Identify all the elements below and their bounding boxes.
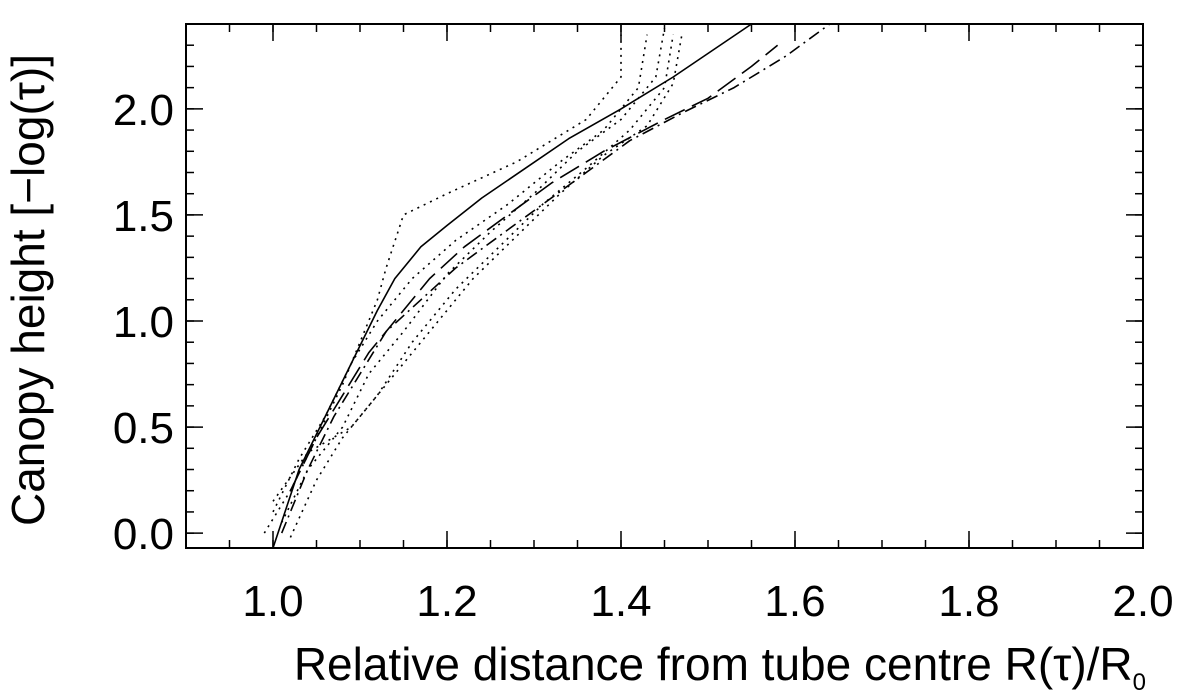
plot-frame (185, 23, 1144, 549)
x-axis-title-main: Relative distance from tube centre R(τ)/… (294, 638, 1133, 690)
series-line-7 (289, 34, 674, 538)
ticks-layer (185, 23, 1144, 548)
series-line-2 (289, 44, 779, 492)
series-line-3 (280, 23, 831, 534)
y-tick-label: 0.5 (113, 404, 174, 453)
y-tick-label: 1.5 (113, 192, 174, 241)
y-axis-title: Canopy height [−log(τ)] (2, 54, 54, 526)
x-tick-label: 1.4 (590, 577, 651, 626)
y-tick-label: 0.0 (113, 510, 174, 559)
series-layer (263, 23, 831, 549)
series-line-6 (280, 28, 666, 523)
series-line-4 (263, 34, 622, 534)
x-axis-title-subscript: 0 (1133, 669, 1146, 696)
x-axis-title: Relative distance from tube centre R(τ)/… (294, 638, 1146, 696)
y-tick-label: 2.0 (113, 86, 174, 135)
x-tick-label: 1.2 (416, 577, 477, 626)
x-tick-label: 1.8 (938, 577, 999, 626)
x-tick-label: 1.0 (242, 577, 303, 626)
series-line-5 (272, 34, 648, 513)
y-tick-label: 1.0 (113, 298, 174, 347)
labels-layer: 1.0 1.2 1.4 1.6 1.8 2.0 0.0 0.5 1.0 1.5 2.0 (113, 86, 1174, 626)
x-tick-label: 2.0 (1112, 577, 1173, 626)
x-tick-label: 1.6 (764, 577, 825, 626)
series-line-1 (272, 23, 752, 549)
